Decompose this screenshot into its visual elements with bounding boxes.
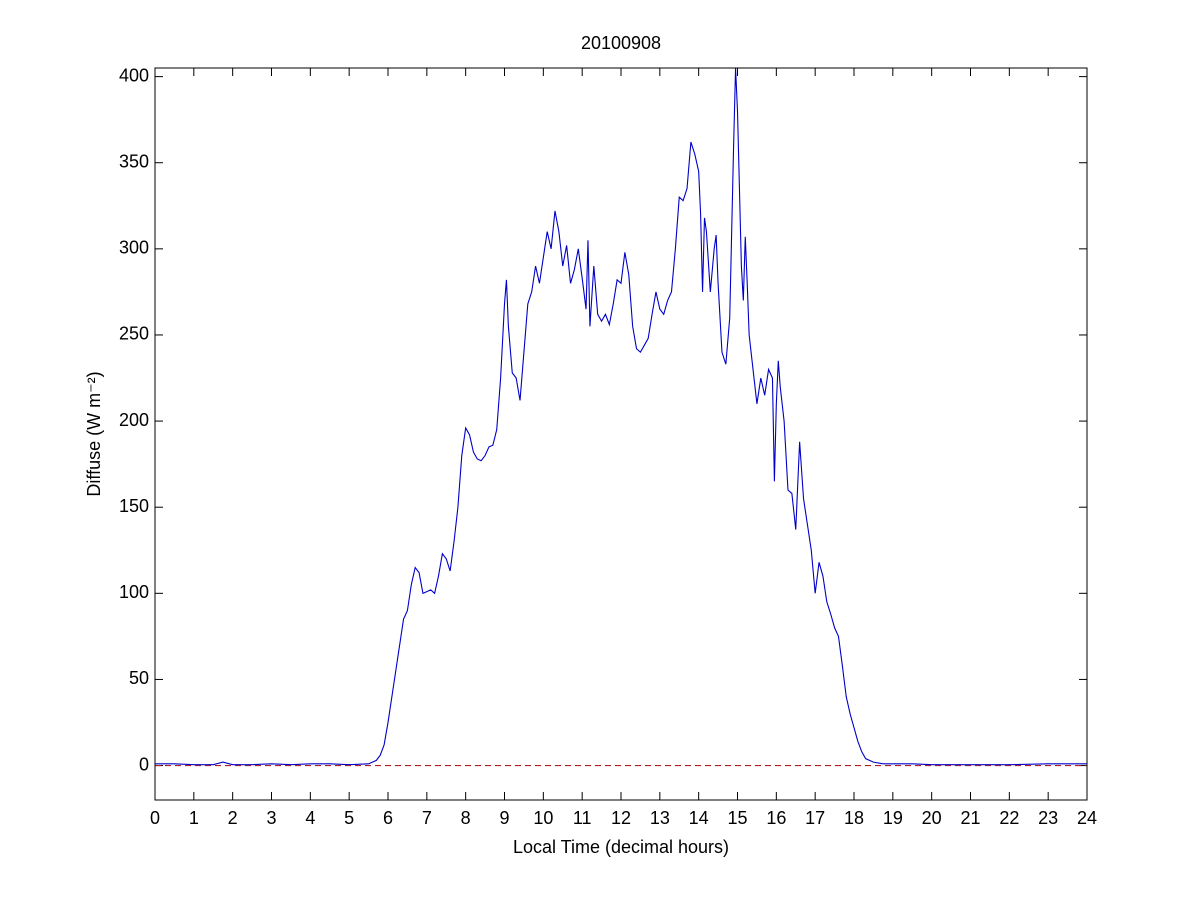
y-tick-label: 0 (139, 754, 149, 774)
x-tick-label: 20 (922, 808, 942, 828)
x-tick-label: 3 (266, 808, 276, 828)
x-tick-label: 0 (150, 808, 160, 828)
x-tick-label: 19 (883, 808, 903, 828)
y-tick-label: 350 (119, 151, 149, 171)
x-tick-label: 16 (766, 808, 786, 828)
x-axis-label: Local Time (decimal hours) (513, 837, 729, 857)
x-tick-label: 17 (805, 808, 825, 828)
x-tick-label: 4 (305, 808, 315, 828)
y-tick-label: 150 (119, 496, 149, 516)
x-tick-label: 23 (1038, 808, 1058, 828)
x-tick-label: 24 (1077, 808, 1097, 828)
y-axis-label: Diffuse (W m⁻²) (84, 371, 104, 496)
x-tick-label: 9 (499, 808, 509, 828)
y-tick-label: 50 (129, 668, 149, 688)
x-tick-label: 14 (689, 808, 709, 828)
x-tick-label: 18 (844, 808, 864, 828)
y-tick-label: 300 (119, 238, 149, 258)
plot-frame (154, 67, 1088, 801)
y-tick-label: 200 (119, 410, 149, 430)
y-tick-label: 250 (119, 324, 149, 344)
x-tick-label: 11 (573, 808, 592, 828)
x-tick-label: 15 (727, 808, 747, 828)
x-tick-label: 6 (383, 808, 393, 828)
x-tick-label: 7 (422, 808, 432, 828)
x-tick-label: 21 (960, 808, 980, 828)
x-tick-label: 1 (189, 808, 199, 828)
x-tick-label: 13 (650, 808, 670, 828)
y-tick-label: 100 (119, 582, 149, 602)
data-line (155, 68, 1087, 766)
x-tick-label: 2 (228, 808, 238, 828)
y-tick-label: 400 (119, 65, 149, 85)
x-tick-label: 22 (999, 808, 1019, 828)
x-tick-label: 5 (344, 808, 354, 828)
x-tick-label: 8 (461, 808, 471, 828)
x-tick-label: 12 (611, 808, 631, 828)
chart-title: 20100908 (581, 33, 661, 53)
x-tick-label: 10 (533, 808, 553, 828)
